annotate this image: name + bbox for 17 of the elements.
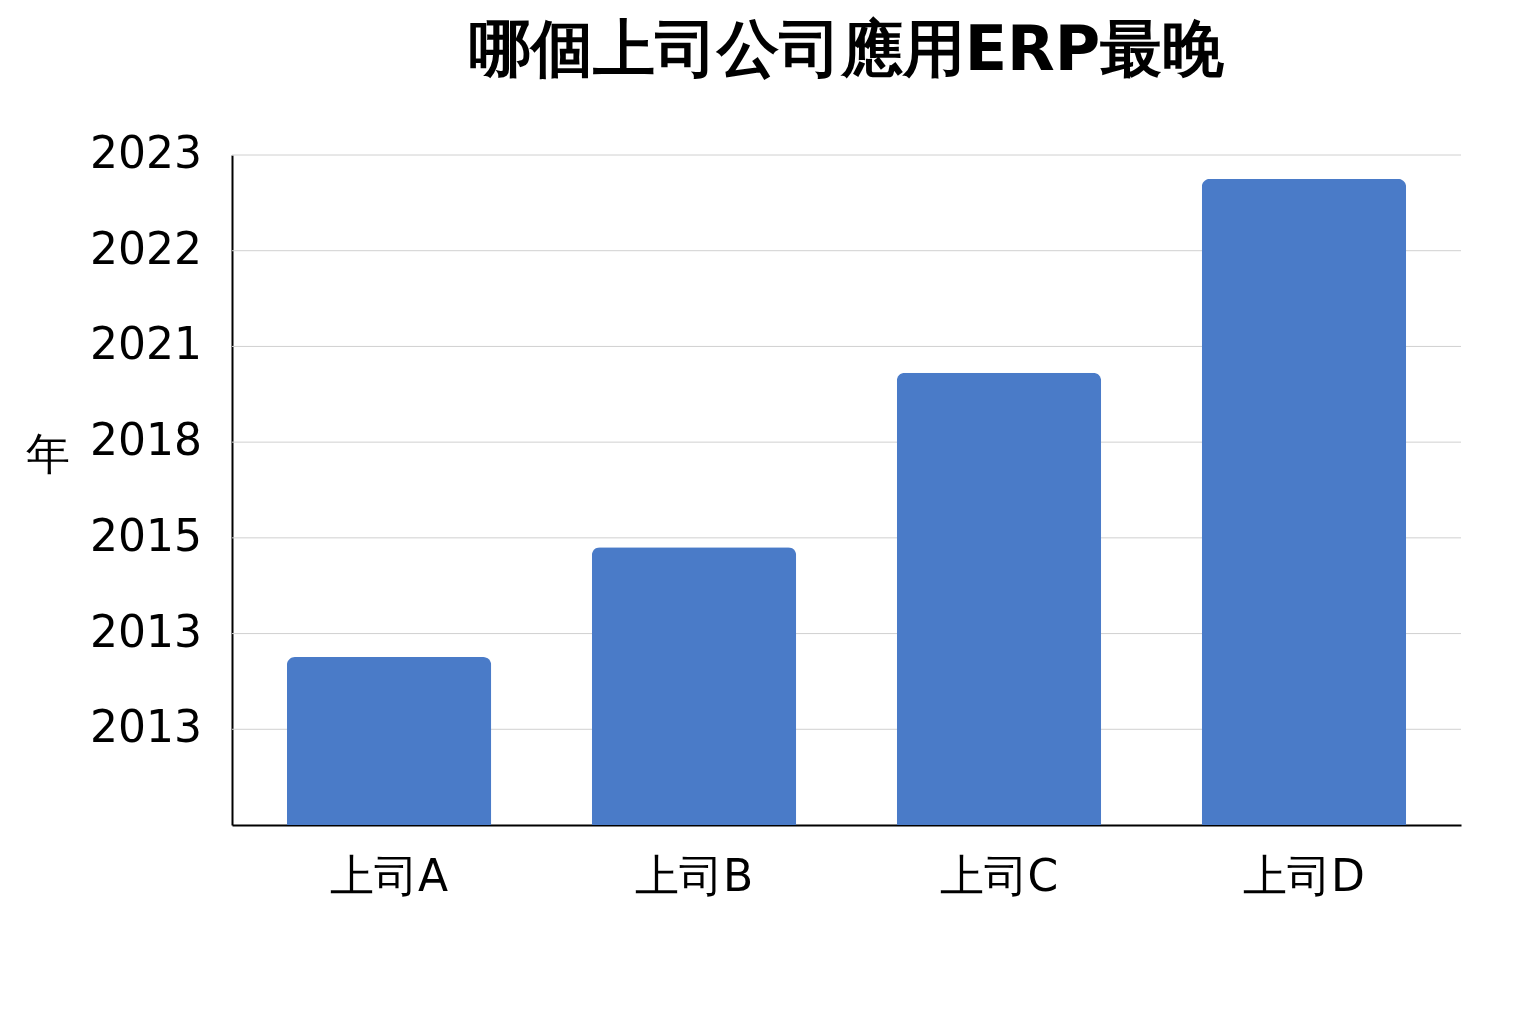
- bar: [896, 372, 1102, 825]
- text: 2022: [90, 222, 202, 274]
- bar: [286, 657, 492, 825]
- bar: [591, 547, 797, 825]
- text: 2021: [90, 318, 202, 370]
- text: 2018: [90, 414, 202, 466]
- text: 2013: [90, 605, 202, 657]
- x-tick-label: 上司C: [939, 849, 1059, 901]
- bar: [1201, 178, 1407, 825]
- chart-title: 哪個上司公司應用ERP最晚: [468, 12, 1225, 85]
- x-tick-label: 上司A: [330, 849, 449, 901]
- y-axis-title: 年: [25, 427, 70, 479]
- x-tick-label: 上司B: [634, 849, 754, 901]
- x-tick-label: 上司D: [1243, 849, 1365, 901]
- text: 2015: [90, 509, 202, 561]
- text: 2013: [90, 701, 202, 753]
- text: 2023: [90, 127, 202, 178]
